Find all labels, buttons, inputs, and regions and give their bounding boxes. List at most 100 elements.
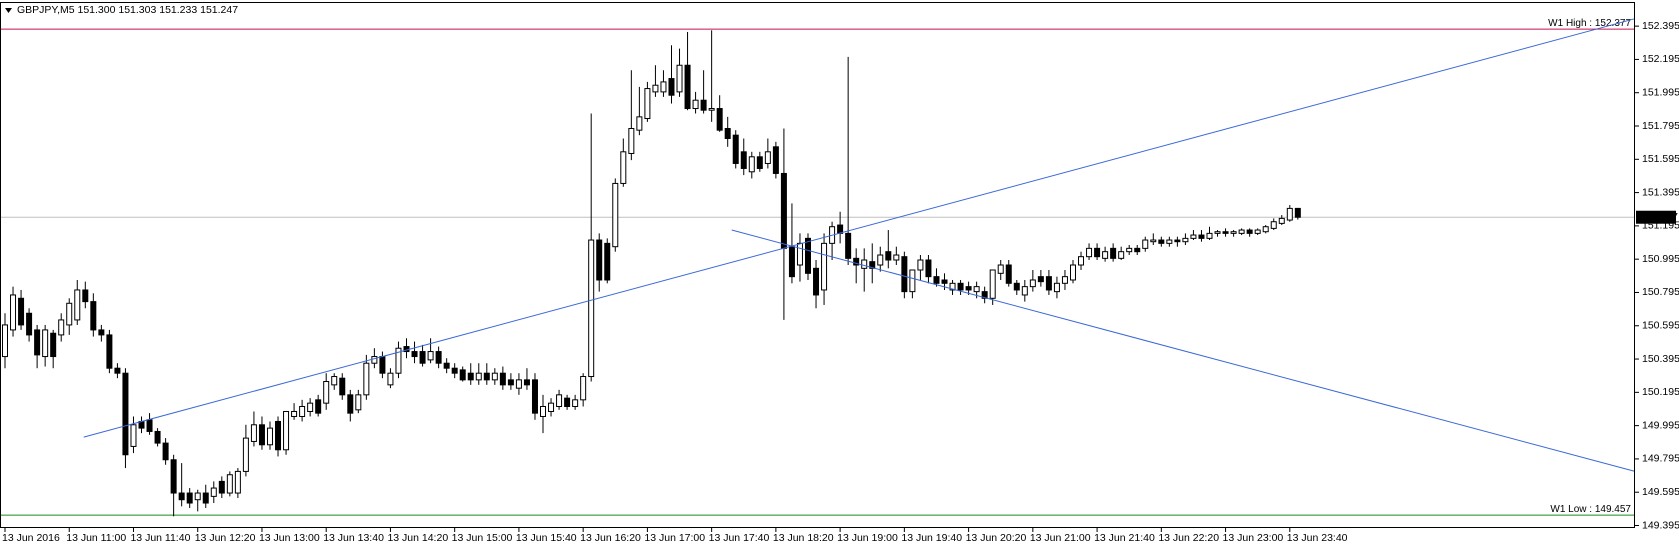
- candle-body: [1174, 239, 1181, 243]
- current-price-label: 151.247: [1640, 211, 1678, 223]
- candle-body: [1222, 231, 1229, 234]
- candle-body: [1278, 217, 1285, 224]
- candle-body: [764, 151, 771, 164]
- candle-body: [1190, 234, 1197, 239]
- level-label: W1 Low : 149.457: [1550, 504, 1631, 515]
- candle-body: [580, 376, 587, 401]
- y-tick-label: 149.595: [1642, 486, 1679, 498]
- candle-body: [379, 356, 386, 374]
- y-tick-label: 152.195: [1642, 53, 1679, 65]
- candle-body: [1126, 247, 1133, 253]
- candle-body: [628, 128, 635, 154]
- y-tick-label: 149.795: [1642, 453, 1679, 465]
- candle-body: [146, 419, 153, 432]
- candle-body: [732, 134, 739, 164]
- candle-body: [596, 239, 603, 281]
- candle-body: [130, 424, 137, 447]
- candle-body: [925, 259, 932, 278]
- candle-body: [1013, 282, 1020, 291]
- candle-body: [1142, 239, 1149, 249]
- candle-body: [740, 151, 747, 169]
- candle-body: [1134, 247, 1141, 253]
- candle-body: [74, 289, 81, 321]
- candle-body: [973, 286, 980, 293]
- candle-body: [347, 394, 354, 414]
- candle-body: [1069, 264, 1076, 281]
- candle-body: [949, 282, 956, 291]
- candle-body: [331, 376, 338, 386]
- candle-body: [564, 397, 571, 407]
- candle-body: [258, 424, 265, 446]
- candle-body: [1286, 207, 1293, 221]
- candle-body: [756, 156, 763, 169]
- candle-body: [1045, 276, 1052, 291]
- candle-body: [1182, 237, 1189, 243]
- candle-body: [459, 369, 466, 381]
- candle-body: [467, 372, 474, 381]
- menu-triangle[interactable]: [5, 8, 12, 13]
- candle-body: [1037, 276, 1044, 283]
- candle-body: [387, 372, 394, 386]
- candle-body: [355, 394, 362, 411]
- candle-body: [10, 294, 17, 331]
- candle-body: [42, 329, 49, 358]
- current-price-box: [1636, 210, 1676, 224]
- level-label: W1 High : 152.377: [1548, 18, 1631, 29]
- x-tick-label: 13 Jun 22:20: [1158, 532, 1219, 544]
- trendline: [731, 229, 1635, 472]
- candle-body: [1005, 264, 1012, 284]
- candle-body: [548, 402, 555, 412]
- y-tick-label: 149.995: [1642, 419, 1679, 431]
- y-tick-label: 151.995: [1642, 86, 1679, 98]
- candle-body: [909, 269, 916, 293]
- y-tick-label: 151.595: [1642, 153, 1679, 165]
- x-tick-label: 13 Jun 20:20: [966, 532, 1027, 544]
- candle-body: [652, 84, 659, 93]
- x-tick-label: 13 Jun 14:20: [387, 532, 448, 544]
- x-tick-label: 13 Jun 13:00: [259, 532, 320, 544]
- candle-body: [877, 254, 884, 266]
- candle-body: [242, 437, 249, 472]
- candle-body: [692, 99, 699, 110]
- x-tick-label: 13 Jun 23:40: [1287, 532, 1348, 544]
- y-tick-label: 150.995: [1642, 253, 1679, 265]
- y-tick-label: 151.795: [1642, 120, 1679, 132]
- candle-body: [853, 257, 860, 266]
- candle-body: [1214, 231, 1221, 234]
- candle-body: [411, 351, 418, 358]
- x-tick-label: 13 Jun 13:40: [323, 532, 384, 544]
- candle-body: [1078, 256, 1085, 266]
- candle-body: [1150, 239, 1157, 243]
- candle-body: [660, 81, 667, 93]
- candle-body: [435, 351, 442, 364]
- candle-body: [1021, 286, 1028, 296]
- candle-body: [194, 492, 201, 501]
- y-tick-label: 149.395: [1642, 519, 1679, 531]
- candle-body: [58, 319, 65, 336]
- candle-body: [483, 372, 490, 381]
- x-tick-label: 13 Jun 15:40: [516, 532, 577, 544]
- candle-body: [186, 492, 193, 504]
- candle-body: [323, 381, 330, 404]
- candle-body: [531, 379, 538, 414]
- x-tick-label: 13 Jun 15:00: [452, 532, 513, 544]
- candle-body: [291, 410, 298, 417]
- candle-body: [170, 459, 177, 494]
- candle-body: [620, 151, 627, 184]
- candle-body: [226, 474, 233, 494]
- candle-body: [234, 470, 241, 494]
- x-tick-label: 13 Jun 16:20: [580, 532, 641, 544]
- candle-body: [266, 427, 273, 446]
- candle-body: [572, 399, 579, 407]
- candle-body: [1270, 221, 1277, 229]
- candle-body: [250, 424, 257, 442]
- candle-body: [1118, 251, 1125, 259]
- candle-body: [636, 116, 643, 131]
- candle-body: [772, 146, 779, 174]
- candle-body: [1102, 251, 1109, 259]
- candle-body: [1246, 229, 1253, 234]
- candle-body: [1262, 226, 1269, 233]
- candle-body: [893, 254, 900, 261]
- candle-body: [901, 256, 908, 293]
- candle-body: [210, 487, 217, 497]
